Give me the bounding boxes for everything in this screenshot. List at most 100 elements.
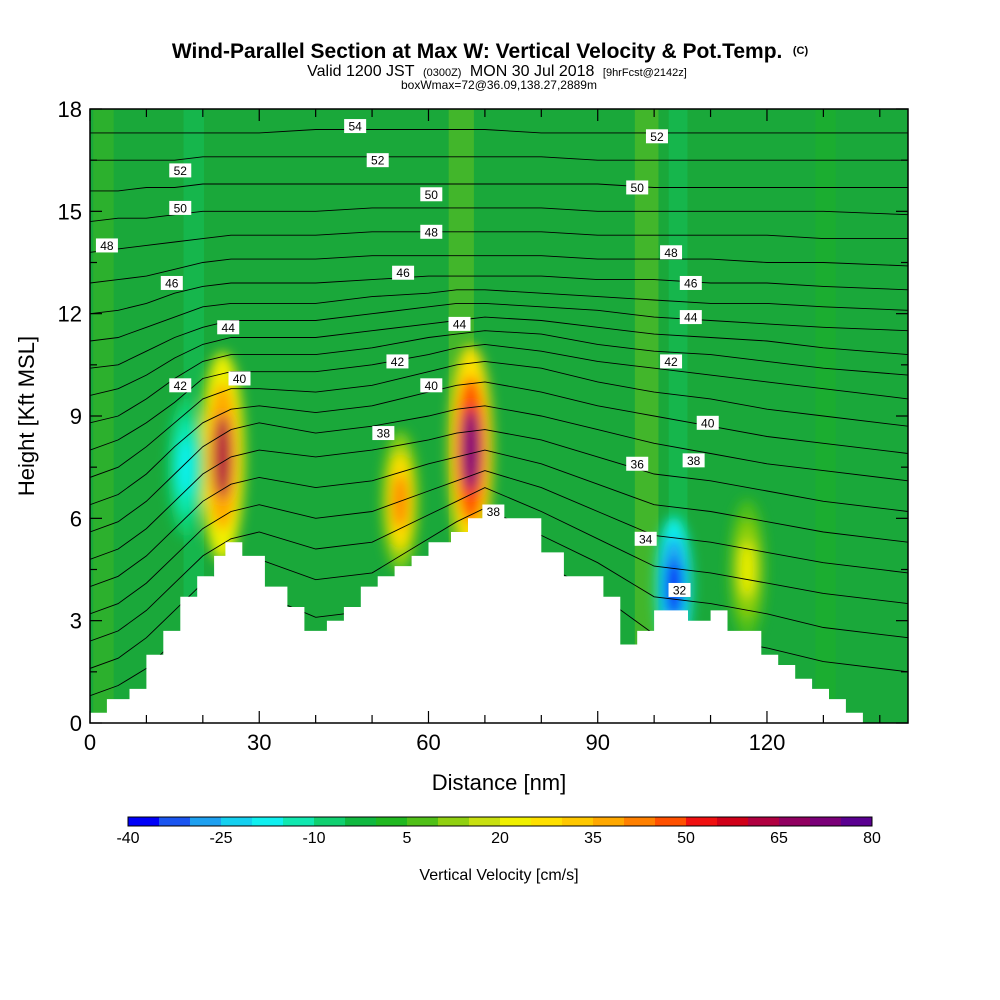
y-tick-label: 15	[58, 199, 82, 224]
contour-label: 48	[660, 245, 683, 260]
colorbar-segment	[655, 817, 687, 826]
colorbar-tick-label: 80	[863, 830, 881, 847]
colorbar-tick-label: 35	[584, 830, 602, 847]
colorbar-segment	[283, 817, 315, 826]
contour-label: 40	[696, 415, 719, 430]
theta-contour-line	[90, 156, 908, 161]
valid-prefix: Valid 1200 JST	[307, 63, 415, 80]
contour-label: 44	[217, 320, 240, 335]
contour-label-text: 50	[631, 181, 645, 195]
colorbar-segment	[252, 817, 284, 826]
theta-contour-line	[90, 360, 908, 478]
colorbar-segment	[531, 817, 563, 826]
contour-label-text: 52	[650, 130, 664, 144]
contour-label-box	[366, 153, 389, 168]
contour-label-text: 50	[425, 188, 439, 202]
contour-label: 36	[626, 456, 649, 471]
contour-label: 50	[626, 180, 649, 195]
valid-zulu: (0300Z)	[423, 67, 462, 79]
contour-label-box	[169, 163, 192, 178]
contour-label-text: 34	[639, 532, 653, 546]
colorbar-segment	[376, 817, 408, 826]
contour-label-text: 42	[391, 355, 405, 369]
theta-contour-line	[90, 316, 908, 396]
x-tick-label: 90	[585, 730, 609, 755]
velocity-feature	[213, 414, 232, 499]
colorbar-segment	[624, 817, 656, 826]
contour-label-box	[626, 456, 649, 471]
contour-label-box	[392, 265, 415, 280]
title-copyright-mark: (C)	[793, 45, 809, 57]
contour-label-text: 44	[222, 321, 236, 335]
theta-contour-line	[90, 507, 908, 669]
colorbar	[127, 816, 873, 827]
title-main: Wind-Parallel Section at Max W: Vertical…	[172, 40, 783, 63]
contour-label-box	[344, 119, 367, 134]
contour-label-box	[626, 180, 649, 195]
y-tick-label: 0	[70, 711, 82, 736]
contour-label-box	[696, 415, 719, 430]
theta-contour-line	[90, 343, 908, 451]
colorbar-segment	[190, 817, 222, 826]
colorbar-segment	[748, 817, 780, 826]
x-tick-label: 120	[749, 730, 786, 755]
x-axis-label: Distance [nm]	[432, 770, 567, 795]
colorbar-frame	[127, 816, 873, 827]
theta-contour-line	[90, 129, 908, 134]
contour-label: 34	[634, 531, 657, 546]
contour-label-box	[482, 504, 505, 519]
valid-time-line: Valid 1200 JST (0300Z) MON 30 Jul 2018 […	[307, 63, 687, 80]
contour-label-box	[169, 200, 192, 215]
velocity-feature	[740, 541, 755, 598]
contour-label-box	[634, 531, 657, 546]
box-wmax-info: boxWmax=72@36.09,138.27,2889m	[401, 78, 597, 92]
theta-contour-line	[90, 289, 908, 342]
colorbar-tick-label: 5	[403, 830, 412, 847]
colorbar-segment	[469, 817, 501, 826]
terrain-mask	[90, 518, 908, 723]
colorbar-tick-label: 20	[491, 830, 509, 847]
contour-label-text: 42	[664, 355, 678, 369]
theta-contour-line	[90, 255, 908, 284]
contour-label: 38	[372, 426, 395, 441]
contour-label-text: 36	[631, 457, 645, 471]
colorbar-segment	[314, 817, 346, 826]
contour-label-box	[217, 320, 240, 335]
theta-contour-line	[90, 470, 908, 615]
colorbar-segment	[593, 817, 625, 826]
colorbar-segment	[438, 817, 470, 826]
x-axis-ticks: 0 30 60 90 120	[84, 109, 881, 755]
contour-label-text: 38	[377, 427, 391, 441]
contour-label-box	[448, 316, 471, 331]
colorbar-segment	[221, 817, 253, 826]
colorbar-tick-label: 65	[770, 830, 788, 847]
contour-label: 52	[645, 129, 668, 144]
velocity-feature	[178, 439, 194, 496]
contour-label-text: 54	[348, 120, 362, 134]
contour-label-text: 50	[174, 201, 188, 215]
colorbar-tick-label: -25	[209, 830, 232, 847]
velocity-band	[634, 109, 659, 723]
contour-label: 40	[228, 371, 251, 386]
colorbar-segment	[500, 817, 532, 826]
contour-label-box	[169, 378, 192, 393]
contour-label: 44	[679, 310, 702, 325]
contour-label: 32	[668, 582, 691, 597]
theta-contour-line	[90, 487, 908, 642]
velocity-feature	[461, 408, 480, 493]
contour-label: 46	[392, 265, 415, 280]
contour-label-text: 44	[684, 311, 698, 325]
contour-label-box	[682, 453, 705, 468]
y-tick-label: 18	[58, 97, 82, 122]
contour-label-box	[420, 224, 443, 239]
contour-label-text: 40	[701, 416, 715, 430]
contour-label-text: 52	[371, 154, 385, 168]
plot-area	[90, 109, 908, 723]
contour-label: 54	[344, 119, 367, 134]
contour-label-text: 38	[487, 505, 501, 519]
contour-label-text: 38	[687, 454, 701, 468]
contour-label-text: 52	[174, 164, 188, 178]
contour-label-box	[95, 238, 118, 253]
